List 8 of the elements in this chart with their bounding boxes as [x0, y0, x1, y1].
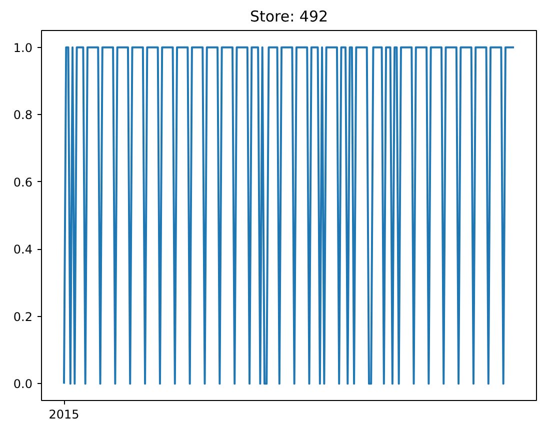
- y-tick-label: 0.6: [13, 175, 33, 190]
- y-tick-label: 0.2: [13, 310, 33, 324]
- y-tick-label: 0.4: [13, 242, 33, 257]
- x-tick-label: 2015: [48, 408, 80, 422]
- chart-title: Store: 492: [250, 8, 328, 26]
- y-tick-label: 0.0: [13, 377, 33, 392]
- y-tick-label: 0.8: [13, 108, 33, 122]
- y-tick-label: 1.0: [13, 40, 33, 55]
